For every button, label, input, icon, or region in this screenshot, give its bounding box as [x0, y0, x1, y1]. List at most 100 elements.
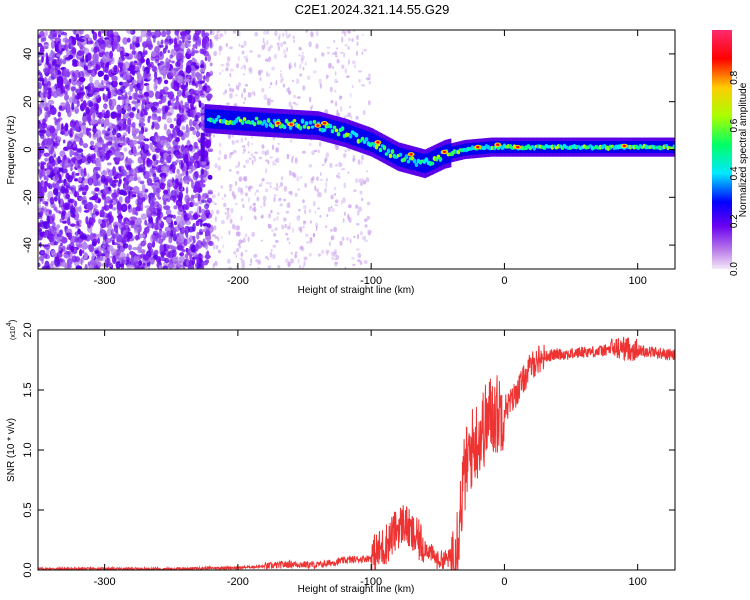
noise-speckle — [68, 54, 74, 60]
noise-speckle — [314, 57, 317, 63]
ridge-hotspot — [409, 153, 413, 156]
noise-speckle — [334, 199, 339, 204]
noise-speckle — [196, 257, 201, 265]
noise-speckle — [159, 89, 166, 95]
noise-speckle — [112, 242, 119, 246]
noise-speckle — [166, 30, 171, 36]
noise-speckle — [75, 225, 80, 229]
noise-speckle — [198, 231, 204, 236]
noise-speckle — [349, 105, 352, 109]
noise-speckle — [201, 199, 207, 204]
noise-speckle — [319, 141, 322, 147]
noise-speckle — [326, 46, 331, 49]
noise-speckle — [138, 122, 146, 127]
noise-speckle — [291, 79, 295, 83]
noise-speckle — [229, 92, 233, 99]
noise-speckle — [173, 37, 178, 46]
ridge-band — [285, 114, 288, 134]
ridge-band — [265, 112, 268, 133]
noise-speckle — [129, 250, 135, 256]
noise-speckle — [227, 258, 231, 264]
snr-scale-exponent: 4 — [6, 322, 13, 326]
noise-speckle — [175, 145, 181, 150]
noise-speckle — [39, 85, 42, 90]
noise-speckle — [221, 69, 224, 72]
noise-speckle — [126, 122, 131, 132]
noise-speckle — [93, 204, 98, 210]
noise-speckle — [97, 266, 100, 269]
noise-speckle — [319, 191, 322, 198]
ridge-core — [310, 125, 315, 129]
noise-speckle — [276, 182, 278, 188]
noise-speckle — [214, 216, 217, 222]
ridge-core — [322, 128, 327, 132]
noise-speckle — [367, 100, 371, 106]
noise-speckle — [60, 197, 64, 207]
noise-speckle — [117, 250, 121, 254]
noise-speckle — [331, 256, 335, 260]
noise-speckle — [160, 165, 168, 173]
noise-speckle — [298, 53, 301, 57]
noise-speckle — [59, 150, 66, 158]
noise-speckle — [285, 210, 290, 214]
colorbar-tick-label: 0.8 — [729, 70, 740, 84]
ridge-hotspot — [289, 123, 293, 126]
noise-speckle — [113, 65, 118, 73]
noise-speckle — [138, 260, 143, 267]
ridge-band — [352, 126, 355, 146]
noise-speckle — [329, 229, 334, 232]
noise-speckle — [155, 237, 163, 244]
noise-speckle — [205, 194, 209, 199]
noise-speckle — [223, 202, 227, 208]
ridge-band — [425, 153, 428, 173]
noise-speckle — [119, 252, 126, 259]
noise-speckle — [243, 148, 246, 152]
noise-speckle — [149, 142, 154, 150]
noise-speckle — [124, 56, 130, 60]
noise-speckle — [64, 159, 69, 167]
noise-speckle — [172, 195, 176, 203]
noise-speckle — [366, 215, 371, 220]
noise-speckle — [300, 54, 305, 61]
ridge-core — [292, 119, 297, 123]
noise-speckle — [111, 75, 118, 82]
noise-speckle — [77, 40, 81, 47]
noise-speckle — [331, 208, 335, 213]
ridge-core — [242, 117, 247, 121]
noise-speckle — [334, 100, 338, 107]
noise-speckle — [137, 62, 142, 70]
x-tick-label: 100 — [629, 275, 647, 287]
noise-speckle — [44, 202, 49, 207]
noise-speckle — [135, 260, 139, 265]
noise-speckle — [174, 125, 178, 131]
noise-speckle — [56, 118, 61, 123]
noise-speckle — [106, 162, 112, 166]
noise-speckle — [242, 87, 247, 94]
noise-speckle — [57, 111, 62, 118]
noise-speckle — [204, 203, 210, 210]
noise-speckle — [281, 224, 285, 230]
noise-speckle — [244, 137, 247, 141]
noise-speckle — [153, 222, 159, 228]
noise-speckle — [248, 68, 253, 75]
noise-speckle — [364, 239, 369, 243]
ridge-core — [254, 116, 259, 121]
noise-speckle — [315, 30, 319, 37]
noise-speckle — [103, 104, 108, 110]
noise-speckle — [278, 197, 282, 203]
noise-speckle — [334, 51, 338, 56]
noise-speckle — [147, 264, 151, 269]
noise-speckle — [95, 172, 100, 181]
noise-speckle — [140, 110, 144, 117]
noise-speckle — [211, 209, 214, 216]
noise-speckle — [132, 35, 138, 42]
noise-speckle — [70, 161, 74, 167]
noise-speckle — [285, 258, 289, 264]
noise-speckle — [292, 39, 296, 43]
ridge-core — [330, 129, 335, 134]
noise-speckle — [92, 128, 98, 133]
noise-speckle — [108, 214, 114, 223]
ridge-core — [424, 157, 429, 162]
